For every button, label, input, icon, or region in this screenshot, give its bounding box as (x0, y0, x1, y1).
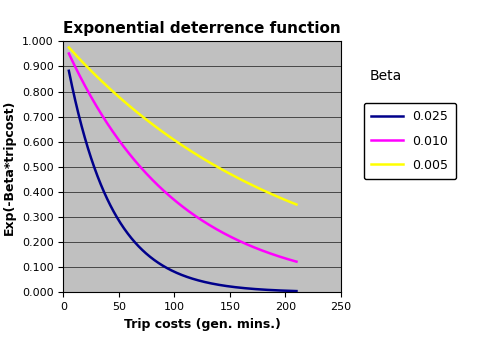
X-axis label: Trip costs (gen. mins.): Trip costs (gen. mins.) (124, 318, 281, 331)
0.010 (252, 246, 258, 250)
0.025 (202, 280, 207, 284)
Y-axis label: Exp(-Beta*tripcost): Exp(-Beta*tripcost) (3, 99, 16, 235)
0.005 (189, 150, 195, 154)
0.005 (175, 141, 181, 145)
0.005 (288, 200, 294, 204)
0.025 (294, 289, 300, 293)
0.005 (174, 140, 180, 144)
0.010 (202, 220, 207, 224)
Line: 0.005: 0.005 (69, 47, 297, 205)
Legend: 0.025, 0.010, 0.005: 0.025, 0.010, 0.005 (364, 103, 456, 179)
0.025 (66, 69, 72, 73)
Text: Beta: Beta (370, 69, 402, 83)
0.005 (202, 157, 207, 161)
0.010 (189, 212, 195, 216)
0.005 (66, 45, 72, 50)
Line: 0.025: 0.025 (69, 71, 297, 291)
0.025 (252, 287, 258, 291)
0.025 (175, 271, 181, 276)
0.025 (174, 271, 180, 275)
0.025 (189, 277, 195, 281)
0.010 (294, 260, 300, 264)
0.005 (294, 203, 300, 207)
Line: 0.010: 0.010 (69, 54, 297, 262)
Title: Exponential deterrence function: Exponential deterrence function (63, 21, 341, 36)
0.010 (175, 201, 181, 205)
0.010 (66, 52, 72, 56)
0.025 (288, 289, 294, 293)
0.005 (252, 185, 258, 189)
0.010 (288, 258, 294, 262)
0.010 (174, 200, 180, 204)
